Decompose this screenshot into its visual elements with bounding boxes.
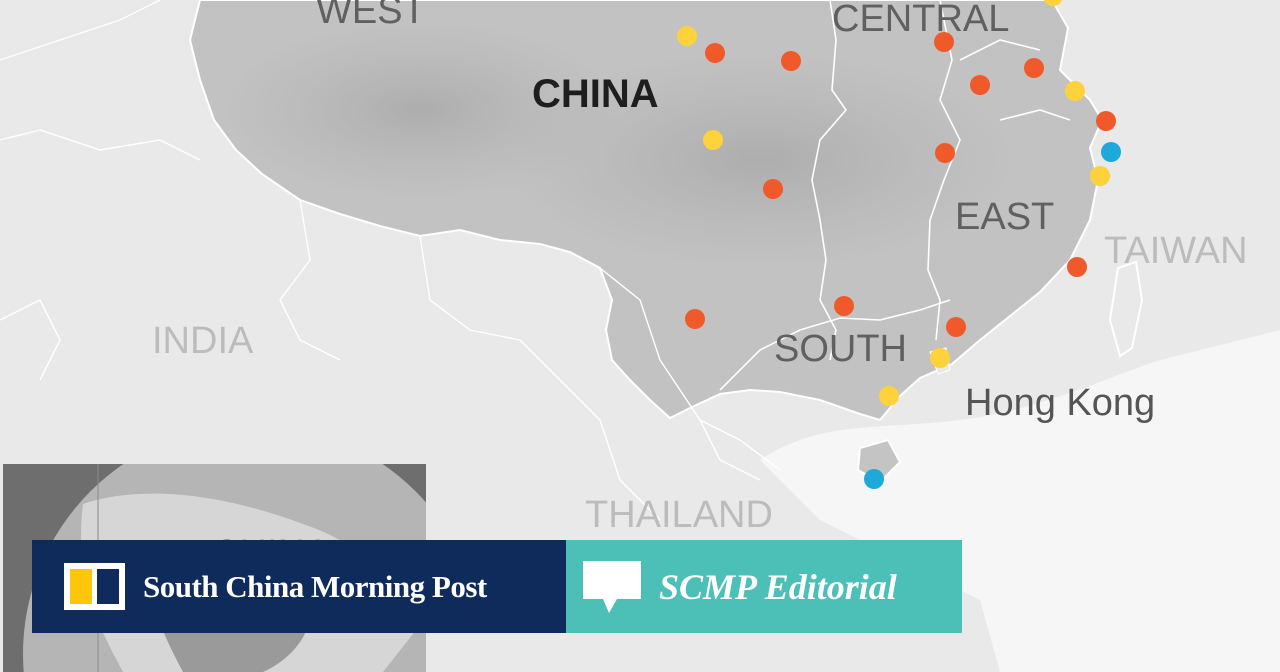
label-west: WEST	[316, 0, 426, 32]
section-name: SCMP Editorial	[659, 566, 897, 607]
city-marker-blue	[1101, 142, 1121, 162]
city-marker-yellow	[703, 130, 723, 150]
label-thailand: THAILAND	[585, 494, 773, 536]
brand-name: South China Morning Post	[143, 568, 487, 604]
city-marker-red	[705, 43, 725, 63]
label-central: CENTRAL	[832, 0, 1010, 40]
scmp-brand-block[interactable]: South China Morning Post	[32, 540, 566, 633]
city-marker-red	[934, 32, 954, 52]
city-marker-yellow	[879, 386, 899, 406]
label-south: SOUTH	[774, 328, 907, 370]
brand-banner: South China Morning Post SCMP Editorial	[32, 540, 962, 633]
city-marker-red	[834, 296, 854, 316]
city-marker-red	[935, 143, 955, 163]
label-hong-kong: Hong Kong	[965, 382, 1156, 424]
taiwan-island	[1108, 260, 1144, 358]
city-marker-red	[781, 51, 801, 71]
city-marker-blue	[864, 469, 884, 489]
city-marker-yellow	[1043, 0, 1063, 6]
city-marker-red	[946, 317, 966, 337]
section-block[interactable]: SCMP Editorial	[566, 540, 962, 633]
relief-shading-2	[220, 20, 620, 200]
city-marker-yellow	[677, 26, 697, 46]
city-marker-red	[1024, 58, 1044, 78]
label-east: EAST	[955, 196, 1055, 238]
city-marker-red	[1067, 257, 1087, 277]
city-marker-red	[1096, 111, 1116, 131]
city-marker-yellow	[1065, 81, 1085, 101]
label-india: INDIA	[152, 320, 254, 362]
city-marker-red	[970, 75, 990, 95]
city-marker-yellow	[930, 348, 950, 368]
label-taiwan: TAIWAN	[1104, 230, 1248, 272]
speech-bubble-icon	[583, 560, 641, 613]
relief-shading	[500, 50, 1020, 270]
city-marker-red	[685, 309, 705, 329]
city-marker-yellow	[1090, 166, 1110, 186]
city-marker-red	[763, 179, 783, 199]
markers	[677, 0, 1121, 489]
sea-south-china	[760, 330, 1280, 672]
label-china: CHINA	[532, 72, 659, 116]
country-borders	[0, 0, 781, 521]
region-borders	[719, 0, 1071, 391]
scmp-logo-icon	[64, 563, 125, 610]
